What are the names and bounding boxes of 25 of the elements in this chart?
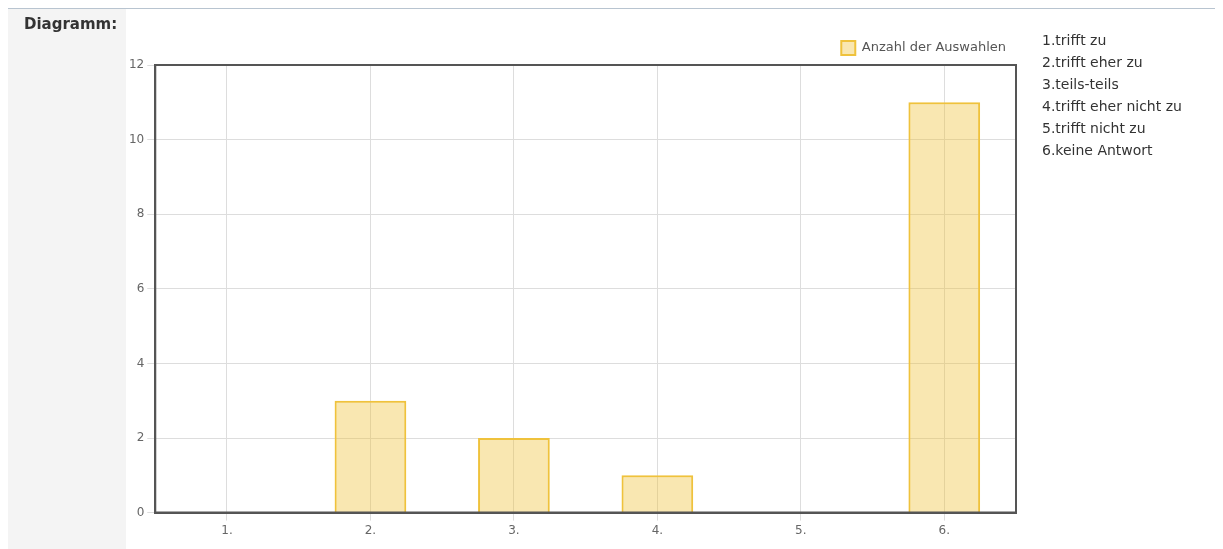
text: 1.trifft zu [1042, 31, 1108, 50]
y-tick-label: 8 [136, 206, 145, 221]
text: 5.trifft nicht zu [1042, 119, 1147, 138]
y-tick-label: 6 [136, 280, 145, 295]
bar [908, 102, 981, 513]
y-tick-label: 4 [136, 355, 145, 370]
x-tick-label: 4. [651, 522, 664, 537]
x-tick-label: 1. [221, 522, 233, 537]
legend-label: Anzahl der Auswahlen [861, 39, 1007, 55]
chart-title: Diagramm: [8, 9, 126, 549]
bar [478, 438, 550, 513]
text: 4.trifft eher nicht zu [1042, 97, 1182, 116]
text: 2.trifft eher zu [1042, 53, 1144, 72]
y-tick-label: 12 [128, 57, 145, 72]
x-tick-label: 6. [938, 522, 950, 537]
x-tick-label: 3. [508, 522, 520, 537]
x-tick-label: 5. [795, 522, 807, 537]
x-tick-label: 2. [364, 522, 377, 537]
y-tick-label: 2 [136, 430, 145, 445]
y-tick-label: 0 [136, 504, 145, 519]
text: 6.keine Antwort [1042, 141, 1154, 160]
bar [334, 400, 407, 513]
text: 3.teils-teils [1042, 75, 1120, 94]
bar [621, 475, 694, 513]
y-tick-label: 10 [128, 131, 145, 146]
